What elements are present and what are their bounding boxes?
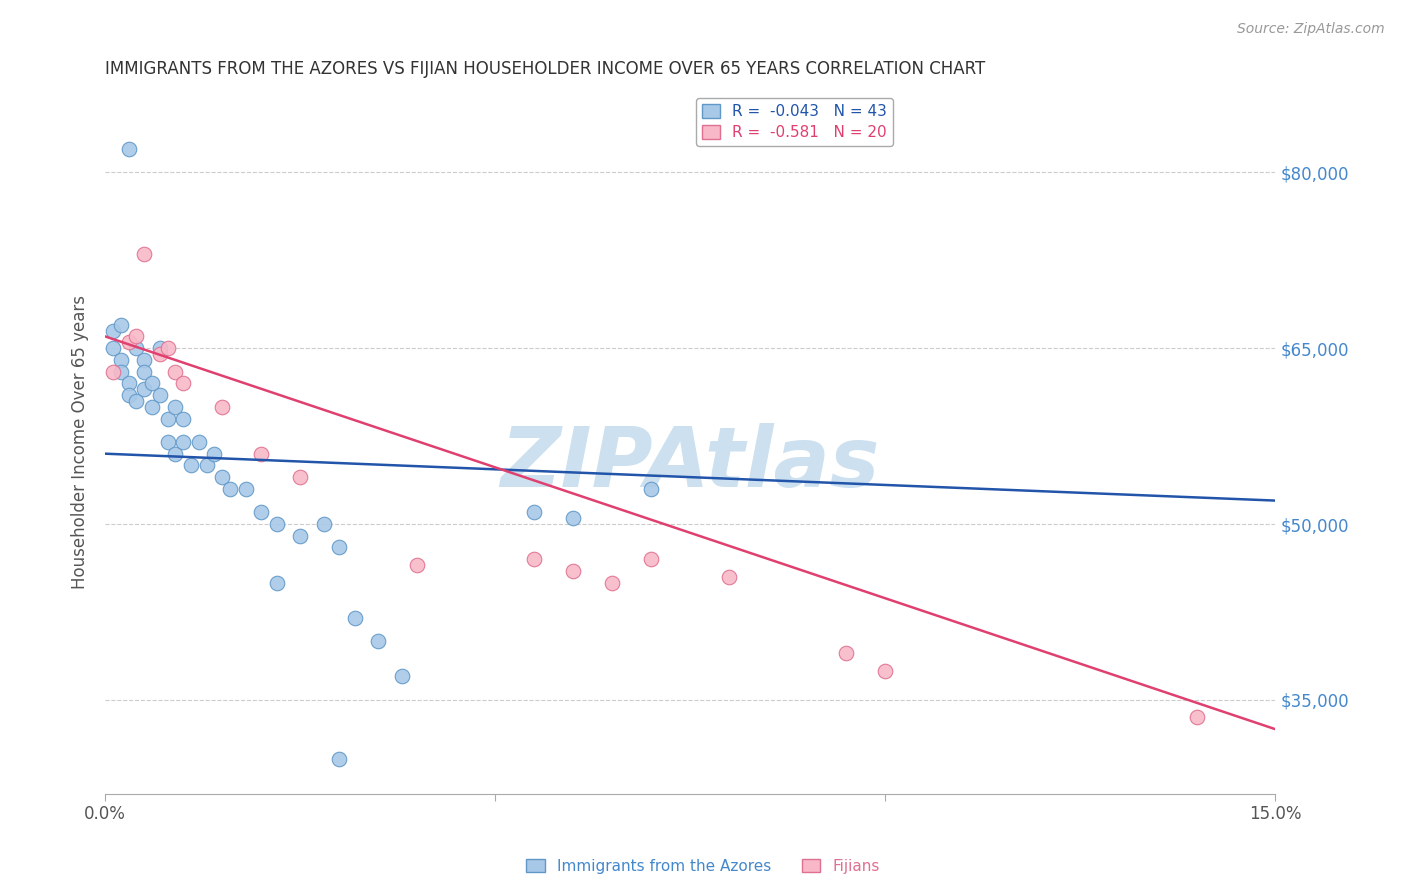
- Point: [562, 511, 585, 525]
- Point: [172, 434, 194, 449]
- Point: [101, 341, 124, 355]
- Point: [156, 434, 179, 449]
- Point: [134, 382, 156, 396]
- Point: [156, 341, 179, 355]
- Text: IMMIGRANTS FROM THE AZORES VS FIJIAN HOUSEHOLDER INCOME OVER 65 YEARS CORRELATIO: IMMIGRANTS FROM THE AZORES VS FIJIAN HOU…: [105, 60, 986, 78]
- Point: [250, 447, 273, 461]
- Point: [101, 365, 124, 379]
- Legend: Immigrants from the Azores, Fijians: Immigrants from the Azores, Fijians: [520, 853, 886, 880]
- Point: [1187, 710, 1209, 724]
- Point: [141, 376, 163, 391]
- Point: [165, 365, 187, 379]
- Point: [204, 447, 226, 461]
- Point: [312, 516, 335, 531]
- Point: [110, 352, 132, 367]
- Point: [523, 505, 546, 519]
- Point: [187, 434, 209, 449]
- Point: [101, 324, 124, 338]
- Point: [117, 335, 139, 350]
- Point: [134, 352, 156, 367]
- Point: [149, 347, 172, 361]
- Legend: R =  -0.043   N = 43, R =  -0.581   N = 20: R = -0.043 N = 43, R = -0.581 N = 20: [696, 98, 893, 146]
- Point: [165, 447, 187, 461]
- Point: [149, 388, 172, 402]
- Point: [718, 570, 741, 584]
- Point: [211, 400, 233, 414]
- Point: [523, 552, 546, 566]
- Point: [343, 611, 366, 625]
- Point: [117, 376, 139, 391]
- Point: [640, 482, 662, 496]
- Point: [290, 470, 312, 484]
- Point: [211, 470, 233, 484]
- Text: Source: ZipAtlas.com: Source: ZipAtlas.com: [1237, 22, 1385, 37]
- Point: [600, 575, 623, 590]
- Point: [180, 458, 202, 473]
- Point: [219, 482, 242, 496]
- Point: [266, 575, 288, 590]
- Point: [117, 388, 139, 402]
- Point: [367, 634, 389, 648]
- Point: [290, 529, 312, 543]
- Point: [134, 365, 156, 379]
- Point: [117, 142, 139, 156]
- Point: [235, 482, 257, 496]
- Point: [141, 400, 163, 414]
- Point: [134, 247, 156, 261]
- Point: [110, 318, 132, 332]
- Point: [156, 411, 179, 425]
- Text: ZIPAtlas: ZIPAtlas: [501, 423, 880, 504]
- Point: [391, 669, 413, 683]
- Point: [125, 341, 148, 355]
- Point: [562, 564, 585, 578]
- Point: [406, 558, 429, 572]
- Point: [165, 400, 187, 414]
- Point: [125, 393, 148, 408]
- Point: [835, 646, 858, 660]
- Point: [172, 376, 194, 391]
- Point: [149, 341, 172, 355]
- Point: [328, 541, 350, 555]
- Y-axis label: Householder Income Over 65 years: Householder Income Over 65 years: [72, 295, 89, 589]
- Point: [266, 516, 288, 531]
- Point: [125, 329, 148, 343]
- Point: [640, 552, 662, 566]
- Point: [328, 751, 350, 765]
- Point: [110, 365, 132, 379]
- Point: [875, 664, 897, 678]
- Point: [172, 411, 194, 425]
- Point: [195, 458, 218, 473]
- Point: [250, 505, 273, 519]
